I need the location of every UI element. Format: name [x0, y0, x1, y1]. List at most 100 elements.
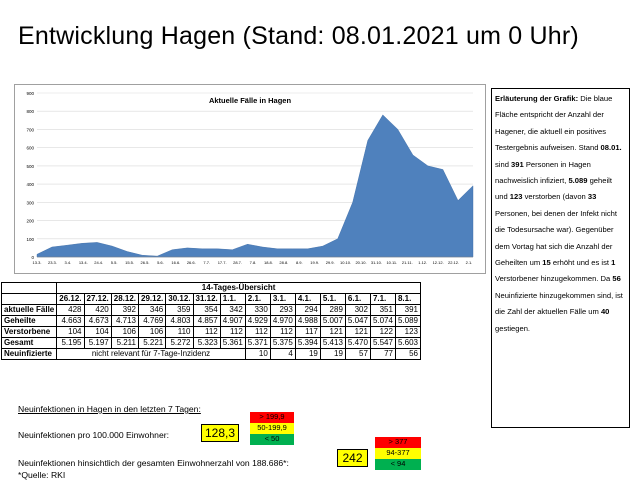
table-cell: 19 — [319, 348, 346, 360]
table-row: Geheilte 4.663 4.673 4.713 4.769 4.803 4.857 4.… — [0, 315, 422, 327]
x-tick-label: 28.8. — [279, 260, 288, 265]
x-tick-label: 10.10. — [340, 260, 351, 265]
x-tick-label: 23.3. — [48, 260, 57, 265]
table-cell: 5.394 — [294, 337, 321, 349]
table-cell: 10 — [244, 348, 271, 360]
table-cell: 106 — [137, 326, 167, 338]
column-header: 6.1. — [344, 293, 371, 305]
x-tick-label: 13.3. — [33, 260, 42, 265]
x-tick-label: 3.4. — [65, 260, 72, 265]
x-tick-label: 12.12. — [433, 260, 444, 265]
expl-text: gestiegen. — [495, 323, 531, 333]
table-cell: 4.857 — [192, 315, 221, 327]
legend-green: < 50 — [250, 434, 294, 445]
column-header: 4.1. — [294, 293, 321, 305]
table-cell: 104 — [56, 326, 85, 338]
legend-red: > 377 — [375, 437, 421, 448]
column-header: 27.12. — [83, 293, 112, 305]
x-tick-label: 15.5. — [125, 260, 134, 265]
table-cell: 5.007 — [319, 315, 346, 327]
source-note: *Quelle: RKI — [18, 470, 66, 480]
table-cell: 330 — [244, 304, 271, 316]
y-tick-label: 700 — [26, 127, 34, 132]
table-cell: 5.361 — [219, 337, 246, 349]
column-header: 30.12. — [165, 293, 194, 305]
table-cell: 5.211 — [110, 337, 140, 349]
table-row: Neuinfizierte nicht relevant für 7-Tage-… — [0, 348, 422, 360]
column-header: 8.1. — [394, 293, 422, 305]
table-cell: 121 — [319, 326, 346, 338]
notes-heading: Neuinfektionen in Hagen in den letzten 7… — [18, 404, 201, 414]
expl-text: verstorben (davon — [522, 192, 588, 202]
legend-green: < 94 — [375, 459, 421, 470]
expl-new-infections: 56 — [612, 274, 621, 284]
column-header: 28.12. — [110, 293, 140, 305]
table-cell: 4.769 — [137, 315, 167, 327]
x-tick-label: 7.7. — [203, 260, 210, 265]
table-cell: 123 — [394, 326, 422, 338]
page-title: Entwicklung Hagen (Stand: 08.01.2021 um … — [18, 22, 579, 50]
expl-date: 08.01. — [600, 143, 622, 153]
column-header: 31.12. — [192, 293, 221, 305]
table-cell: 302 — [344, 304, 371, 316]
table-cell: 392 — [110, 304, 140, 316]
table-cell: 342 — [219, 304, 246, 316]
column-header: 2.1. — [244, 293, 271, 305]
table-cell: 56 — [394, 348, 422, 360]
table-cell: 4 — [269, 348, 296, 360]
table-cell: 4.713 — [110, 315, 140, 327]
explanation-heading: Erläuterung der Grafik: — [495, 94, 579, 103]
table-cell: 5.221 — [137, 337, 167, 349]
table-cell: 5.197 — [83, 337, 112, 349]
area-series — [36, 114, 474, 258]
table-cell: 5.074 — [369, 315, 396, 327]
expl-deaths-delta: 1 — [611, 258, 616, 268]
column-header: 26.12. — [56, 293, 85, 305]
table-cell: 110 — [165, 326, 194, 338]
table-row: Verstorbene 104 104 106 106 110 112 112 112 112 11… — [0, 326, 422, 338]
x-tick-label: 28.7. — [233, 260, 242, 265]
expl-other-cause-count: 33 — [587, 192, 597, 202]
table-cell: 112 — [219, 326, 246, 338]
table-cell: 5.603 — [394, 337, 422, 349]
table-cell: 5.272 — [165, 337, 194, 349]
y-tick-label: 900 — [26, 91, 34, 96]
expl-recovered-count: 5.089 — [568, 176, 588, 186]
y-tick-label: 100 — [26, 237, 34, 242]
x-tick-label: 2.1. — [466, 260, 473, 265]
x-tick-label: 5.6. — [157, 260, 164, 265]
table-row: aktuelle Fälle 428 420 392 346 359 354 342 330 29… — [0, 304, 422, 316]
y-tick-label: 400 — [26, 182, 34, 187]
x-tick-label: 31.10. — [371, 260, 382, 265]
legend-yellow: 50-199,9 — [250, 423, 294, 434]
table-cell: 5.375 — [269, 337, 296, 349]
x-tick-label: 29.9. — [326, 260, 335, 265]
legend-red: > 199,9 — [250, 412, 294, 423]
table-cell: 4.929 — [244, 315, 271, 327]
column-header: 7.1. — [369, 293, 396, 305]
expl-text: Die blaue Fläche entspricht der Anzahl d… — [495, 94, 613, 153]
row-label: Gesamt — [0, 337, 58, 349]
y-tick-label: 600 — [26, 146, 34, 151]
table-cell: 428 — [56, 304, 85, 316]
x-tick-label: 1.12. — [418, 260, 427, 265]
x-tick-label: 5.5. — [111, 260, 118, 265]
expl-text: Personen in Hagen nachweislich infiziert… — [495, 159, 591, 186]
table-caption: 14-Tages-Übersicht — [56, 282, 421, 294]
x-tick-label: 20.10. — [355, 260, 366, 265]
table-row: Gesamt 5.195 5.197 5.211 5.221 5.272 5.323 5.36… — [0, 337, 422, 349]
expl-current-count: 391 — [511, 159, 524, 169]
per100k-value: 128,3 — [201, 424, 239, 442]
table-cell: 289 — [319, 304, 346, 316]
x-tick-label: 7.8. — [250, 260, 257, 265]
table-body: aktuelle Fälle 428 420 392 346 359 354 342 330 29… — [0, 304, 422, 349]
table-corner — [0, 293, 58, 305]
table-corner — [0, 282, 58, 294]
expl-text: erhöht und es ist — [550, 258, 612, 268]
table-cell: 4.907 — [219, 315, 246, 327]
table-cell: 5.413 — [319, 337, 346, 349]
row-note: nicht relevant für 7-Tage-Inzidenz — [56, 348, 246, 360]
y-tick-label: 0 — [31, 255, 34, 260]
total-label: Neuinfektionen hinsichtlich der gesamten… — [18, 458, 289, 468]
table-cell: 57 — [344, 348, 371, 360]
